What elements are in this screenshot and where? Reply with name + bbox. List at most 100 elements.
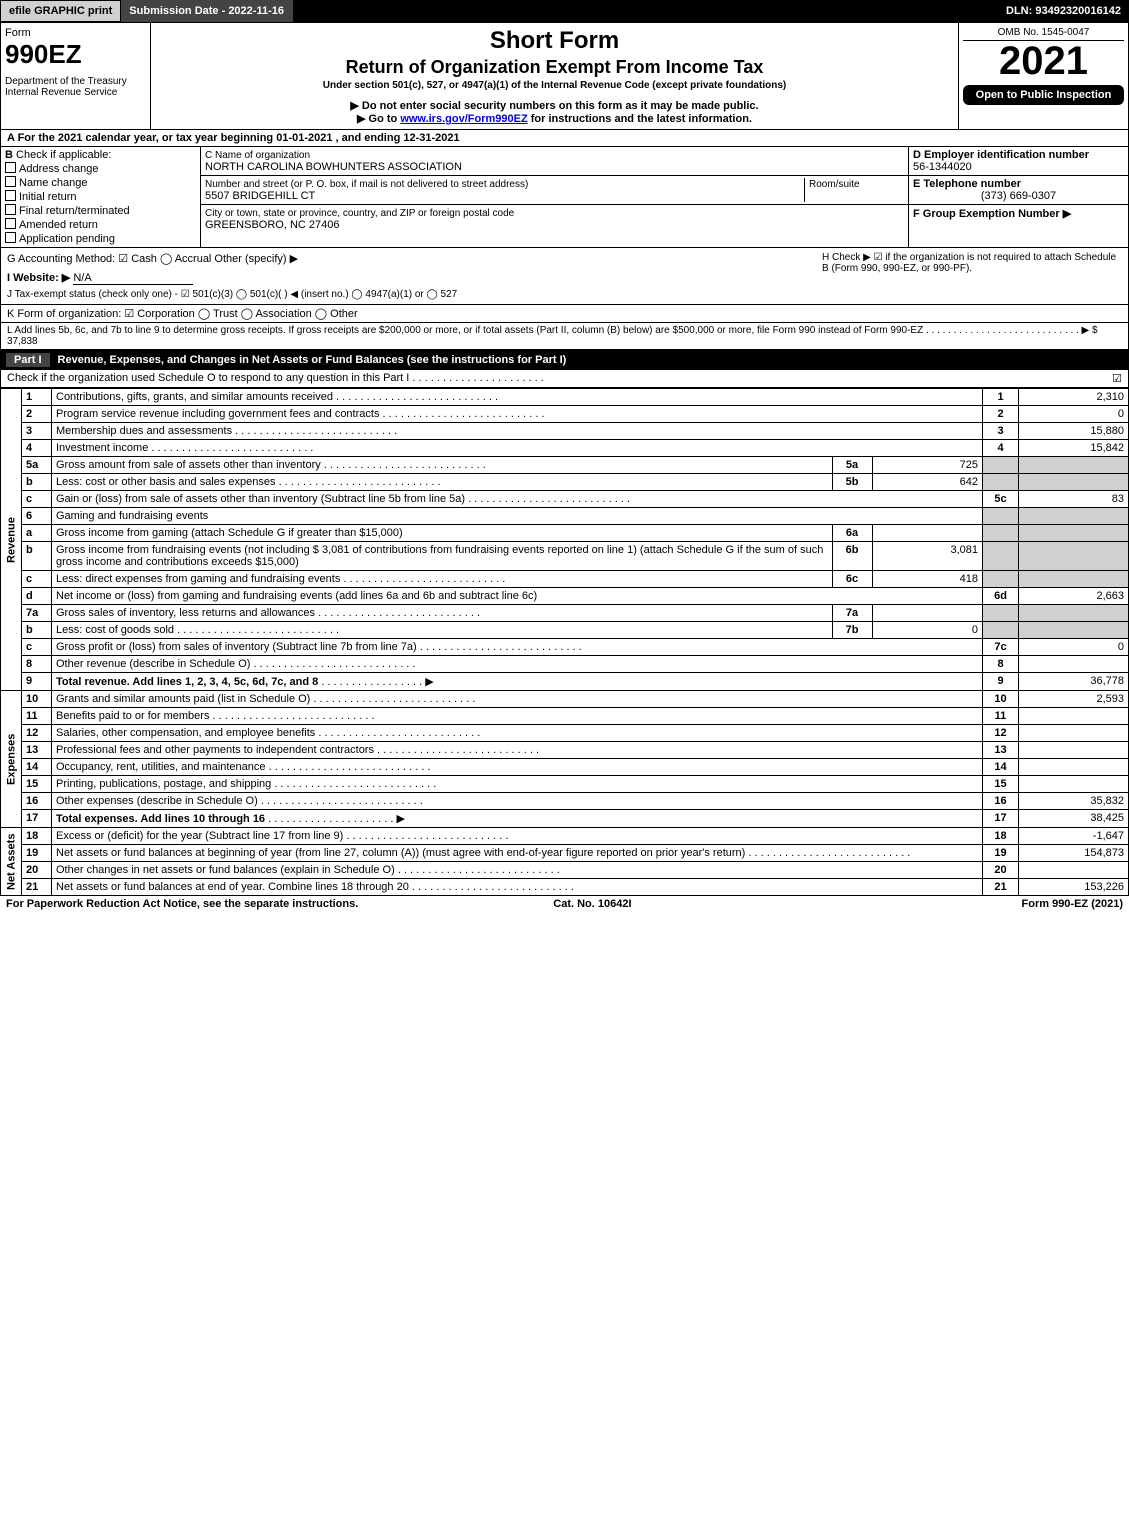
chk-initial-return[interactable] — [5, 190, 16, 201]
part-i-table: Revenue 1Contributions, gifts, grants, a… — [0, 388, 1129, 896]
line-6-desc: Gaming and fundraising events — [52, 508, 983, 525]
b-label: B — [5, 149, 13, 161]
goto-link[interactable]: www.irs.gov/Form990EZ — [400, 113, 527, 125]
line-6c-mid: 418 — [872, 571, 982, 587]
line-16-amt: 35,832 — [1019, 793, 1129, 810]
form-header: Form 990EZ Department of the Treasury In… — [0, 22, 1129, 130]
line-7a-desc: Gross sales of inventory, less returns a… — [52, 605, 832, 621]
c-street-label: Number and street (or P. O. box, if mail… — [205, 179, 528, 190]
line-21-amt: 153,226 — [1019, 879, 1129, 896]
page-footer: For Paperwork Reduction Act Notice, see … — [0, 896, 1129, 912]
efile-print-button[interactable]: efile GRAPHIC print — [0, 0, 121, 22]
footer-left: For Paperwork Reduction Act Notice, see … — [6, 898, 358, 910]
line-12-amt — [1019, 725, 1129, 742]
line-15-desc: Printing, publications, postage, and shi… — [52, 776, 983, 793]
line-7c-amt: 0 — [1019, 639, 1129, 656]
org-city: GREENSBORO, NC 27406 — [205, 219, 340, 231]
dln: DLN: 93492320016142 — [998, 0, 1129, 22]
form-label: Form — [5, 27, 146, 39]
line-k: K Form of organization: ☑ Corporation ◯ … — [0, 305, 1129, 323]
goto-post: for instructions and the latest informat… — [528, 113, 752, 125]
b-item-2: Initial return — [19, 191, 76, 203]
ein: 56-1344020 — [913, 161, 972, 173]
line-5b-desc: Less: cost or other basis and sales expe… — [52, 474, 832, 490]
line-6b-mid: 3,081 — [872, 542, 982, 570]
line-19-amt: 154,873 — [1019, 845, 1129, 862]
section-b-through-f: B Check if applicable: Address change Na… — [0, 147, 1129, 248]
room-label: Room/suite — [809, 179, 860, 190]
b-item-3: Final return/terminated — [19, 205, 130, 217]
goto-pre: ▶ Go to — [357, 113, 400, 125]
part-i-check-text: Check if the organization used Schedule … — [7, 372, 1112, 385]
chk-application-pending[interactable] — [5, 232, 16, 243]
line-8-desc: Other revenue (describe in Schedule O) — [52, 656, 983, 673]
line-l: L Add lines 5b, 6c, and 7b to line 9 to … — [0, 323, 1129, 350]
line-9-amt: 36,778 — [1019, 673, 1129, 691]
line-1-desc: Contributions, gifts, grants, and simila… — [52, 389, 983, 406]
line-5b-mid: 642 — [872, 474, 982, 490]
chk-final-return[interactable] — [5, 204, 16, 215]
part-i-label: Part I — [6, 353, 50, 367]
part-i-header: Part I Revenue, Expenses, and Changes in… — [0, 350, 1129, 370]
revenue-section-label: Revenue — [1, 389, 22, 691]
line-1-amt: 2,310 — [1019, 389, 1129, 406]
line-6d-amt: 2,663 — [1019, 588, 1129, 605]
line-13-amt — [1019, 742, 1129, 759]
line-21-desc: Net assets or fund balances at end of ye… — [52, 879, 983, 896]
chk-address-change[interactable] — [5, 162, 16, 173]
line-5a-mid: 725 — [872, 457, 982, 473]
line-9-desc: Total revenue. Add lines 1, 2, 3, 4, 5c,… — [56, 676, 318, 688]
main-title: Return of Organization Exempt From Incom… — [155, 57, 954, 78]
under-section: Under section 501(c), 527, or 4947(a)(1)… — [155, 80, 954, 91]
line-7a-mid — [872, 605, 982, 621]
part-i-check-row: Check if the organization used Schedule … — [0, 370, 1129, 388]
ssn-notice: ▶ Do not enter social security numbers o… — [155, 99, 954, 112]
b-check-label: Check if applicable: — [16, 149, 111, 161]
line-14-desc: Occupancy, rent, utilities, and maintena… — [52, 759, 983, 776]
b-item-0: Address change — [19, 163, 99, 175]
line-3-amt: 15,880 — [1019, 423, 1129, 440]
tax-year: 2021 — [963, 41, 1124, 81]
org-name: NORTH CAROLINA BOWHUNTERS ASSOCIATION — [205, 161, 462, 173]
line-6d-desc: Net income or (loss) from gaming and fun… — [52, 588, 983, 605]
line-18-amt: -1,647 — [1019, 828, 1129, 845]
submission-date: Submission Date - 2022-11-16 — [121, 0, 293, 22]
line-7b-mid: 0 — [872, 622, 982, 638]
line-8-amt — [1019, 656, 1129, 673]
b-item-4: Amended return — [19, 219, 98, 231]
line-10-desc: Grants and similar amounts paid (list in… — [52, 691, 983, 708]
line-h: H Check ▶ ☑ if the organization is not r… — [822, 252, 1122, 274]
website: N/A — [73, 272, 193, 285]
line-11-desc: Benefits paid to or for members — [52, 708, 983, 725]
footer-mid: Cat. No. 10642I — [553, 898, 631, 910]
irs: Internal Revenue Service — [5, 87, 146, 98]
line-7b-desc: Less: cost of goods sold — [52, 622, 832, 638]
line-13-desc: Professional fees and other payments to … — [52, 742, 983, 759]
line-16-desc: Other expenses (describe in Schedule O) — [52, 793, 983, 810]
line-14-amt — [1019, 759, 1129, 776]
line-7c-desc: Gross profit or (loss) from sales of inv… — [52, 639, 983, 656]
chk-name-change[interactable] — [5, 176, 16, 187]
line-10-amt: 2,593 — [1019, 691, 1129, 708]
line-17-amt: 38,425 — [1019, 810, 1129, 828]
part-i-title: Revenue, Expenses, and Changes in Net As… — [58, 354, 1123, 366]
line-i-label: I Website: ▶ — [7, 272, 70, 284]
line-12-desc: Salaries, other compensation, and employ… — [52, 725, 983, 742]
chk-amended-return[interactable] — [5, 218, 16, 229]
top-bar: efile GRAPHIC print Submission Date - 20… — [0, 0, 1129, 22]
short-form-title: Short Form — [155, 27, 954, 55]
org-street: 5507 BRIDGEHILL CT — [205, 190, 315, 202]
line-17-desc: Total expenses. Add lines 10 through 16 — [56, 813, 265, 825]
c-name-label: C Name of organization — [205, 150, 310, 161]
goto-instructions: ▶ Go to www.irs.gov/Form990EZ for instru… — [155, 112, 954, 125]
line-3-desc: Membership dues and assessments — [52, 423, 983, 440]
line-6a-mid — [872, 525, 982, 541]
b-item-1: Name change — [19, 177, 88, 189]
dept: Department of the Treasury — [5, 76, 146, 87]
line-5a-desc: Gross amount from sale of assets other t… — [52, 457, 832, 473]
net-assets-section-label: Net Assets — [1, 828, 22, 896]
part-i-checkmark: ☑ — [1112, 372, 1122, 385]
line-15-amt — [1019, 776, 1129, 793]
e-label: E Telephone number — [913, 178, 1021, 190]
line-5c-amt: 83 — [1019, 491, 1129, 508]
